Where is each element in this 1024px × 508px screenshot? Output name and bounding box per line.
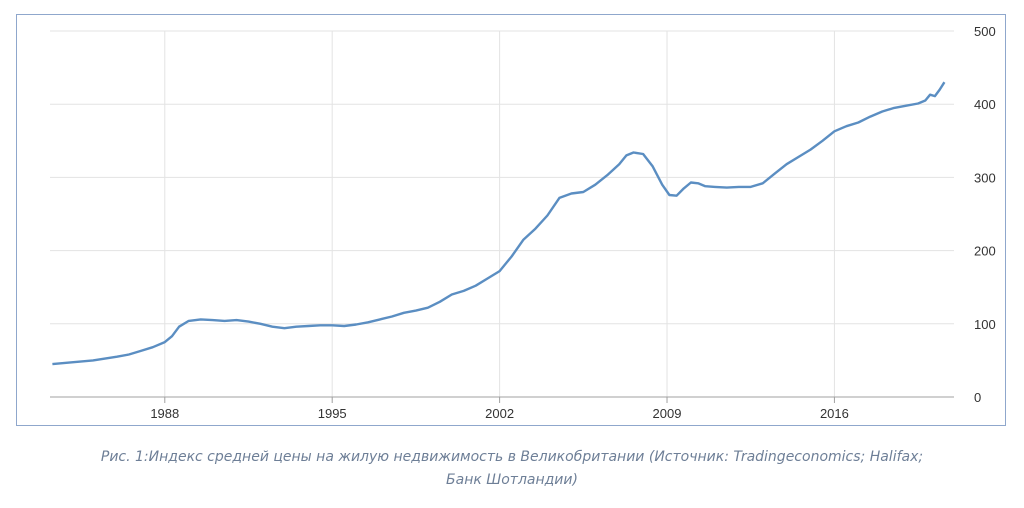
- x-tick-label: 1988: [150, 406, 179, 421]
- y-tick-label: 300: [974, 170, 996, 185]
- grid-lines: [50, 30, 954, 397]
- caption-line-2: Банк Шотландии): [446, 472, 578, 488]
- y-tick-label: 500: [974, 24, 996, 39]
- x-tick-label: 2002: [485, 406, 514, 421]
- x-tick-label: 2016: [820, 406, 849, 421]
- x-tick-label: 1995: [318, 406, 347, 421]
- chart-frame: 1988 1995 2002 2009 2016 0 100 200 300 400 500: [16, 14, 1006, 426]
- caption-line-1: Рис. 1:Индекс средней цены на жилую недв…: [100, 449, 924, 465]
- figure-caption: Рис. 1:Индекс средней цены на жилую недв…: [0, 446, 1024, 492]
- x-tick-label: 2009: [653, 406, 682, 421]
- chart-border: [16, 14, 1006, 426]
- y-tick-label: 0: [974, 390, 981, 405]
- y-axis-ticks: 0 100 200 300 400 500: [974, 24, 996, 405]
- y-tick-label: 100: [974, 317, 996, 332]
- y-tick-label: 400: [974, 97, 996, 112]
- series-line: [52, 81, 946, 366]
- line-chart: 1988 1995 2002 2009 2016 0 100 200 300 400 500: [16, 14, 1006, 426]
- x-axis-ticks: 1988 1995 2002 2009 2016: [150, 397, 849, 421]
- y-tick-label: 200: [974, 244, 996, 259]
